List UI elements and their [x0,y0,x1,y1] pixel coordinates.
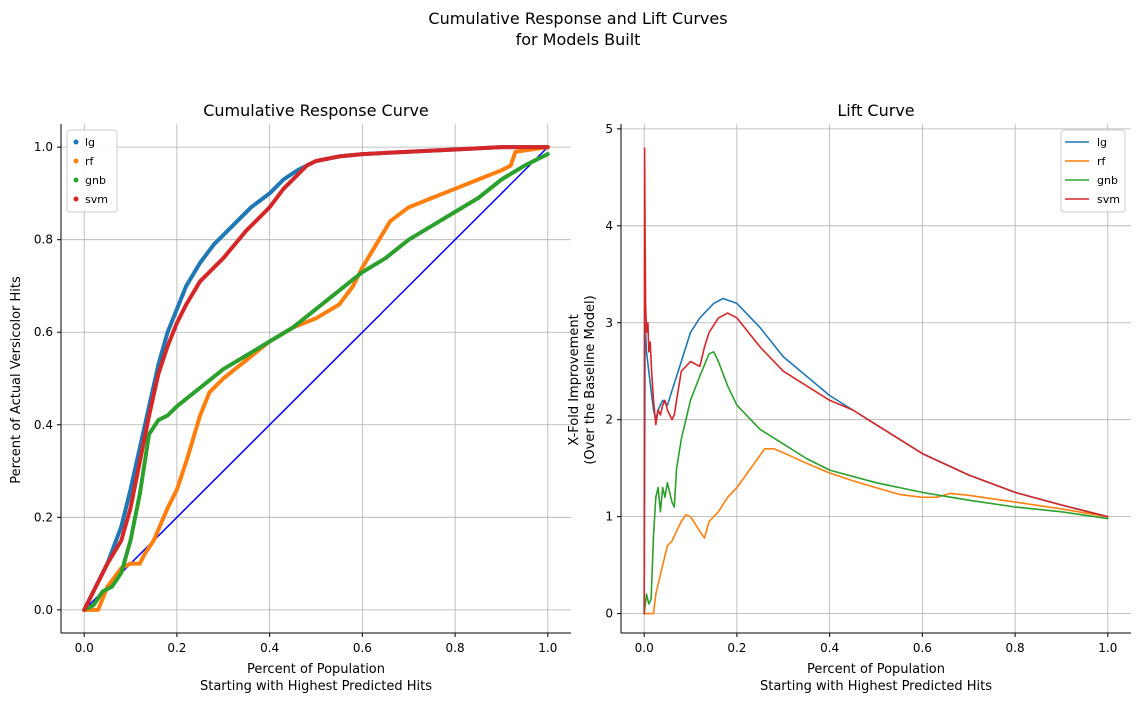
cumulative-x-axis-label-line1: Percent of Population [247,662,385,677]
cumulative-response-title: Cumulative Response Curve [203,101,429,120]
cumulative-legend-label-lg: lg [85,136,95,149]
lift-x-axis-label-line1: Percent of Population [807,662,945,677]
lift-x-tick-label-2: 0.4 [820,641,839,655]
figure-title-line1: Cumulative Response and Lift Curves [428,9,727,28]
lift-series-svm-line [643,147,1109,615]
lift-x-tick-label-3: 0.6 [913,641,932,655]
cumulative-y-tick-label-2: 0.4 [34,418,53,432]
cumulative-y-tick-label-4: 0.8 [34,233,53,247]
cumulative-axes-spines [60,124,571,634]
cumulative-legend-label-svm: svm [85,193,108,206]
cumulative-legend-label-gnb: gnb [85,174,106,187]
lift-y-axis-label-line2: (Over the Baseline Model) [583,295,598,464]
lift-y-ticks: 0 1 2 3 4 5 [605,122,621,621]
lift-y-tick-label-1: 1 [605,510,613,524]
cumulative-x-tick-label-3: 0.6 [353,641,372,655]
cumulative-x-tick-label-2: 0.4 [260,641,279,655]
lift-series-rf-line [643,447,1109,615]
lift-curve-title: Lift Curve [837,101,914,120]
lift-y-tick-label-4: 4 [605,219,613,233]
lift-series-lg-line [643,297,1109,615]
lift-x-tick-label-1: 0.2 [727,641,746,655]
lift-y-tick-label-2: 2 [605,413,613,427]
lift-legend-label-lg: lg [1097,136,1107,149]
cumulative-legend-label-rf: rf [85,155,95,168]
cumulative-x-tick-label-1: 0.2 [167,641,186,655]
cumulative-y-tick-label-1: 0.2 [34,510,53,524]
cumulative-y-tick-label-5: 1.0 [34,140,53,154]
lift-x-tick-label-0: 0.0 [635,641,654,655]
lift-x-ticks: 0.0 0.2 0.4 0.6 0.8 1.0 [635,633,1117,655]
lift-grid [621,124,1131,633]
lift-y-axis-label-line1: X-Fold Improvement [567,314,582,445]
cumulative-legend-marker-svm [73,196,79,202]
cumulative-legend-marker-lg [73,139,79,145]
lift-legend-box [1060,129,1126,213]
lift-series-layer [643,147,1109,615]
cumulative-x-tick-label-0: 0.0 [75,641,94,655]
lift-curve-plot: Lift Curve 0.0 0.2 0.4 0.6 0.8 1.0 0 1 2 3 4 5 Per… [567,101,1131,694]
lift-x-tick-label-5: 1.0 [1098,641,1117,655]
cumulative-x-axis-label-line2: Starting with Highest Predicted Hits [200,679,432,694]
lift-axes-spines [620,124,1131,634]
cumulative-y-tick-label-0: 0.0 [34,603,53,617]
cumulative-series-svm-markers [82,145,550,612]
cumulative-x-ticks: 0.0 0.2 0.4 0.6 0.8 1.0 [75,633,557,655]
cumulative-x-tick-label-5: 1.0 [538,641,557,655]
lift-legend-label-rf: rf [1097,155,1107,168]
lift-y-tick-label-0: 0 [605,607,613,621]
lift-series-gnb-line [643,350,1109,615]
cumulative-y-axis-label: Percent of Actual Versicolor Hits [9,276,24,484]
lift-x-axis-label-line2: Starting with Highest Predicted Hits [760,679,992,694]
lift-legend-label-gnb: gnb [1097,174,1118,187]
figure-title-line2: for Models Built [516,30,641,49]
baseline-diagonal-line [83,146,549,611]
lift-x-tick-label-4: 0.8 [1006,641,1025,655]
lift-y-tick-label-3: 3 [605,316,613,330]
lift-legend: lg rf gnb svm [1060,129,1126,213]
cumulative-y-ticks: 0.0 0.2 0.4 0.6 0.8 1.0 [34,140,61,617]
cumulative-legend-marker-gnb [73,177,79,183]
cumulative-series-layer [82,145,550,612]
lift-legend-label-svm: svm [1097,193,1120,206]
baseline-diagonal-layer [83,146,549,611]
cumulative-legend: lg rf gnb svm [66,129,118,213]
cumulative-y-tick-label-3: 0.6 [34,325,53,339]
cumulative-legend-marker-rf [73,158,79,164]
cumulative-series-gnb-markers [82,152,550,612]
cumulative-legend-box [66,129,118,213]
cumulative-x-tick-label-4: 0.8 [446,641,465,655]
lift-y-tick-label-5: 5 [605,122,613,136]
cumulative-response-plot: Cumulative Response Curve 0.0 0.2 0.4 0.6 0.… [9,101,571,694]
